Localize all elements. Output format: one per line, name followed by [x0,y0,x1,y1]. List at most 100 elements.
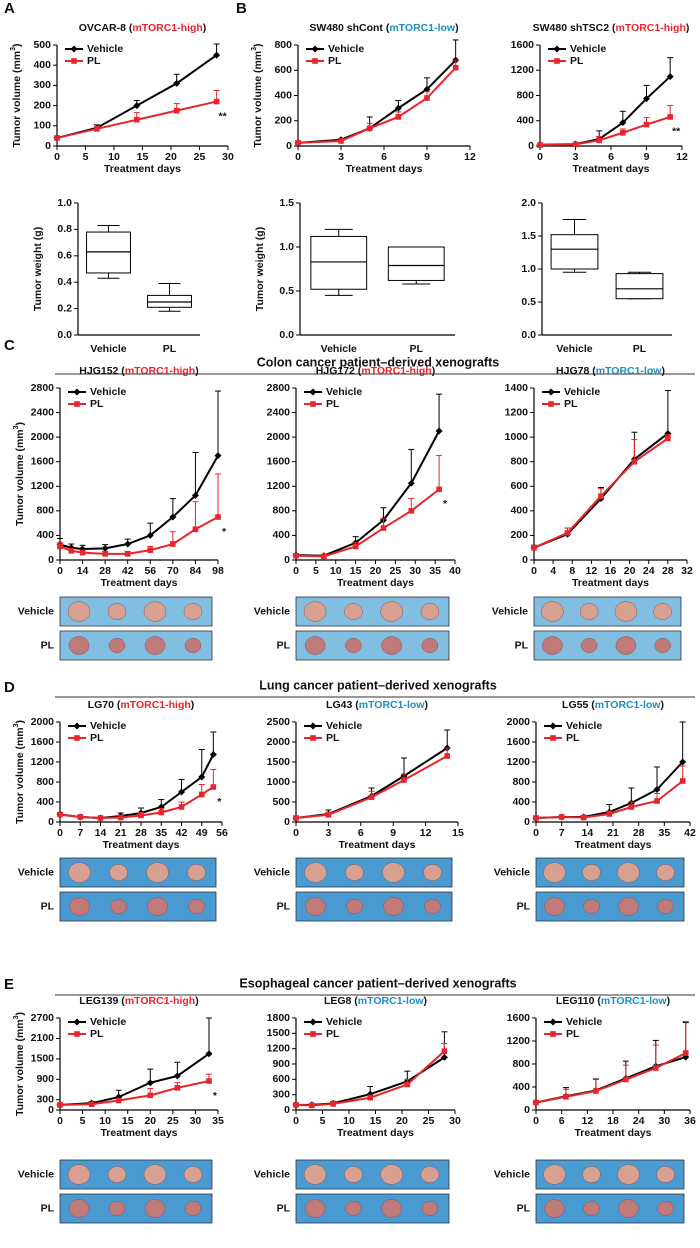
legend-marker [309,722,317,730]
x-tick-label: 0 [293,827,299,839]
x-tick-label: 16 [605,565,617,577]
marker [117,814,124,821]
x-tick-label: 25 [390,565,402,577]
x-tick-label: 0 [54,151,60,163]
y-label-part: Tumor volume (mm [14,727,26,824]
title-part: ) [432,365,436,377]
chart-title: HJG78 (mTORC1-low) [556,365,665,377]
tumor [144,1199,166,1218]
y-tick-label: 800 [512,776,530,788]
box [615,273,664,300]
tumor [187,864,206,881]
y-axis-label: Tumor volume (mm3) [10,43,22,147]
marker [533,1099,539,1106]
y-label-part: Tumor volume (mm [14,429,26,526]
title-part: LG43 ( [326,699,359,711]
tumor [543,862,566,883]
title-part: mTORC1-high [361,365,431,377]
y-label-part: 3 [13,723,20,727]
x-tick-label: 10 [343,1115,355,1127]
x-tick-label: 12 [581,1115,593,1127]
chart-title: SW480 shTSC2 (mTORC1-high) [533,22,690,34]
y-tick-label: 1600 [507,736,531,748]
marker [623,1076,629,1083]
y-label-part: 3 [13,425,20,429]
tumor [657,1201,674,1216]
title-part: OVCAR-8 ( [79,22,133,34]
tumor [107,603,127,620]
panel-letter: E [4,976,14,993]
y-tick-label: 400 [36,529,54,541]
y-tick-label: 1200 [31,480,55,492]
x-tick-label: 15 [122,1115,134,1127]
title-part: ) [424,699,428,711]
y-tick-label: 400 [33,59,51,71]
title-part: mTORC1-low [359,699,426,711]
x-tick-label: 21 [115,827,127,839]
x-tick-label: 28 [662,565,674,577]
tumor [188,899,205,914]
annotation: * [217,796,222,808]
x-tick-label: 0 [293,1115,299,1127]
tumor [657,899,674,914]
y-tick-label: 2100 [31,1032,55,1044]
box [387,246,445,281]
y-tick-label: 1200 [507,756,531,768]
marker [79,549,86,556]
tumor [579,603,599,620]
legend-label: PL [326,1028,340,1040]
title-part: ) [191,699,195,711]
title-part: mTORC1-high [615,22,685,34]
x-tick-label: 5 [80,1115,86,1127]
legend-label: Vehicle [90,720,126,732]
chart-title: HJG172 (mTORC1-high) [316,365,435,377]
x-tick-label: 0 [533,1115,539,1127]
marker [192,526,199,533]
marker [57,543,63,550]
chart-title: LG70 (mTORC1-high) [88,699,195,711]
x-tick-label: 28 [633,827,645,839]
y-tick-label: 1800 [267,1012,291,1024]
x-tick-label: 4 [550,565,556,577]
photo-row-label: PL [277,900,291,912]
tumor [303,1164,327,1185]
tumor [183,603,203,620]
marker [537,142,543,148]
series-line [297,59,457,144]
chart-title: LEG8 (mTORC1-low) [324,995,427,1007]
y-tick-label: 0 [524,816,530,828]
legend-label: Vehicle [564,386,600,398]
series-line [56,54,218,139]
y-tick-label: 1.5 [521,230,536,242]
series-line [535,1052,687,1104]
marker [124,551,131,557]
marker [147,1092,154,1099]
tumor [424,899,441,914]
legend-label: PL [90,398,104,410]
legend-label: Vehicle [90,386,126,398]
x-tick-label: 12 [464,151,476,163]
marker [293,552,299,559]
marker [452,64,459,71]
x-tick-label: Vehicle [556,343,592,355]
chart-title: SW480 shCont (mTORC1-low) [309,22,458,34]
marker [401,777,407,783]
marker [666,73,674,81]
marker [321,553,327,560]
marker [133,102,141,110]
error-bar [654,766,660,790]
title-part: LEG110 ( [556,995,601,1007]
tumor [67,1164,91,1185]
y-tick-label: 600 [510,480,528,492]
x-tick-label: 5 [313,565,319,577]
y-tick-label: 900 [272,1058,290,1070]
y-tick-label: 1200 [511,64,535,76]
y-tick-label: 2000 [31,431,55,443]
x-tick-label: 12 [420,827,432,839]
x-tick-label: 12 [676,151,688,163]
legend-label: PL [326,398,340,410]
y-tick-label: 400 [516,115,534,127]
y-tick-label: 2000 [267,431,291,443]
x-tick-label: 10 [108,151,120,163]
section-heading: Colon cancer patient–derived xenografts [257,355,499,369]
